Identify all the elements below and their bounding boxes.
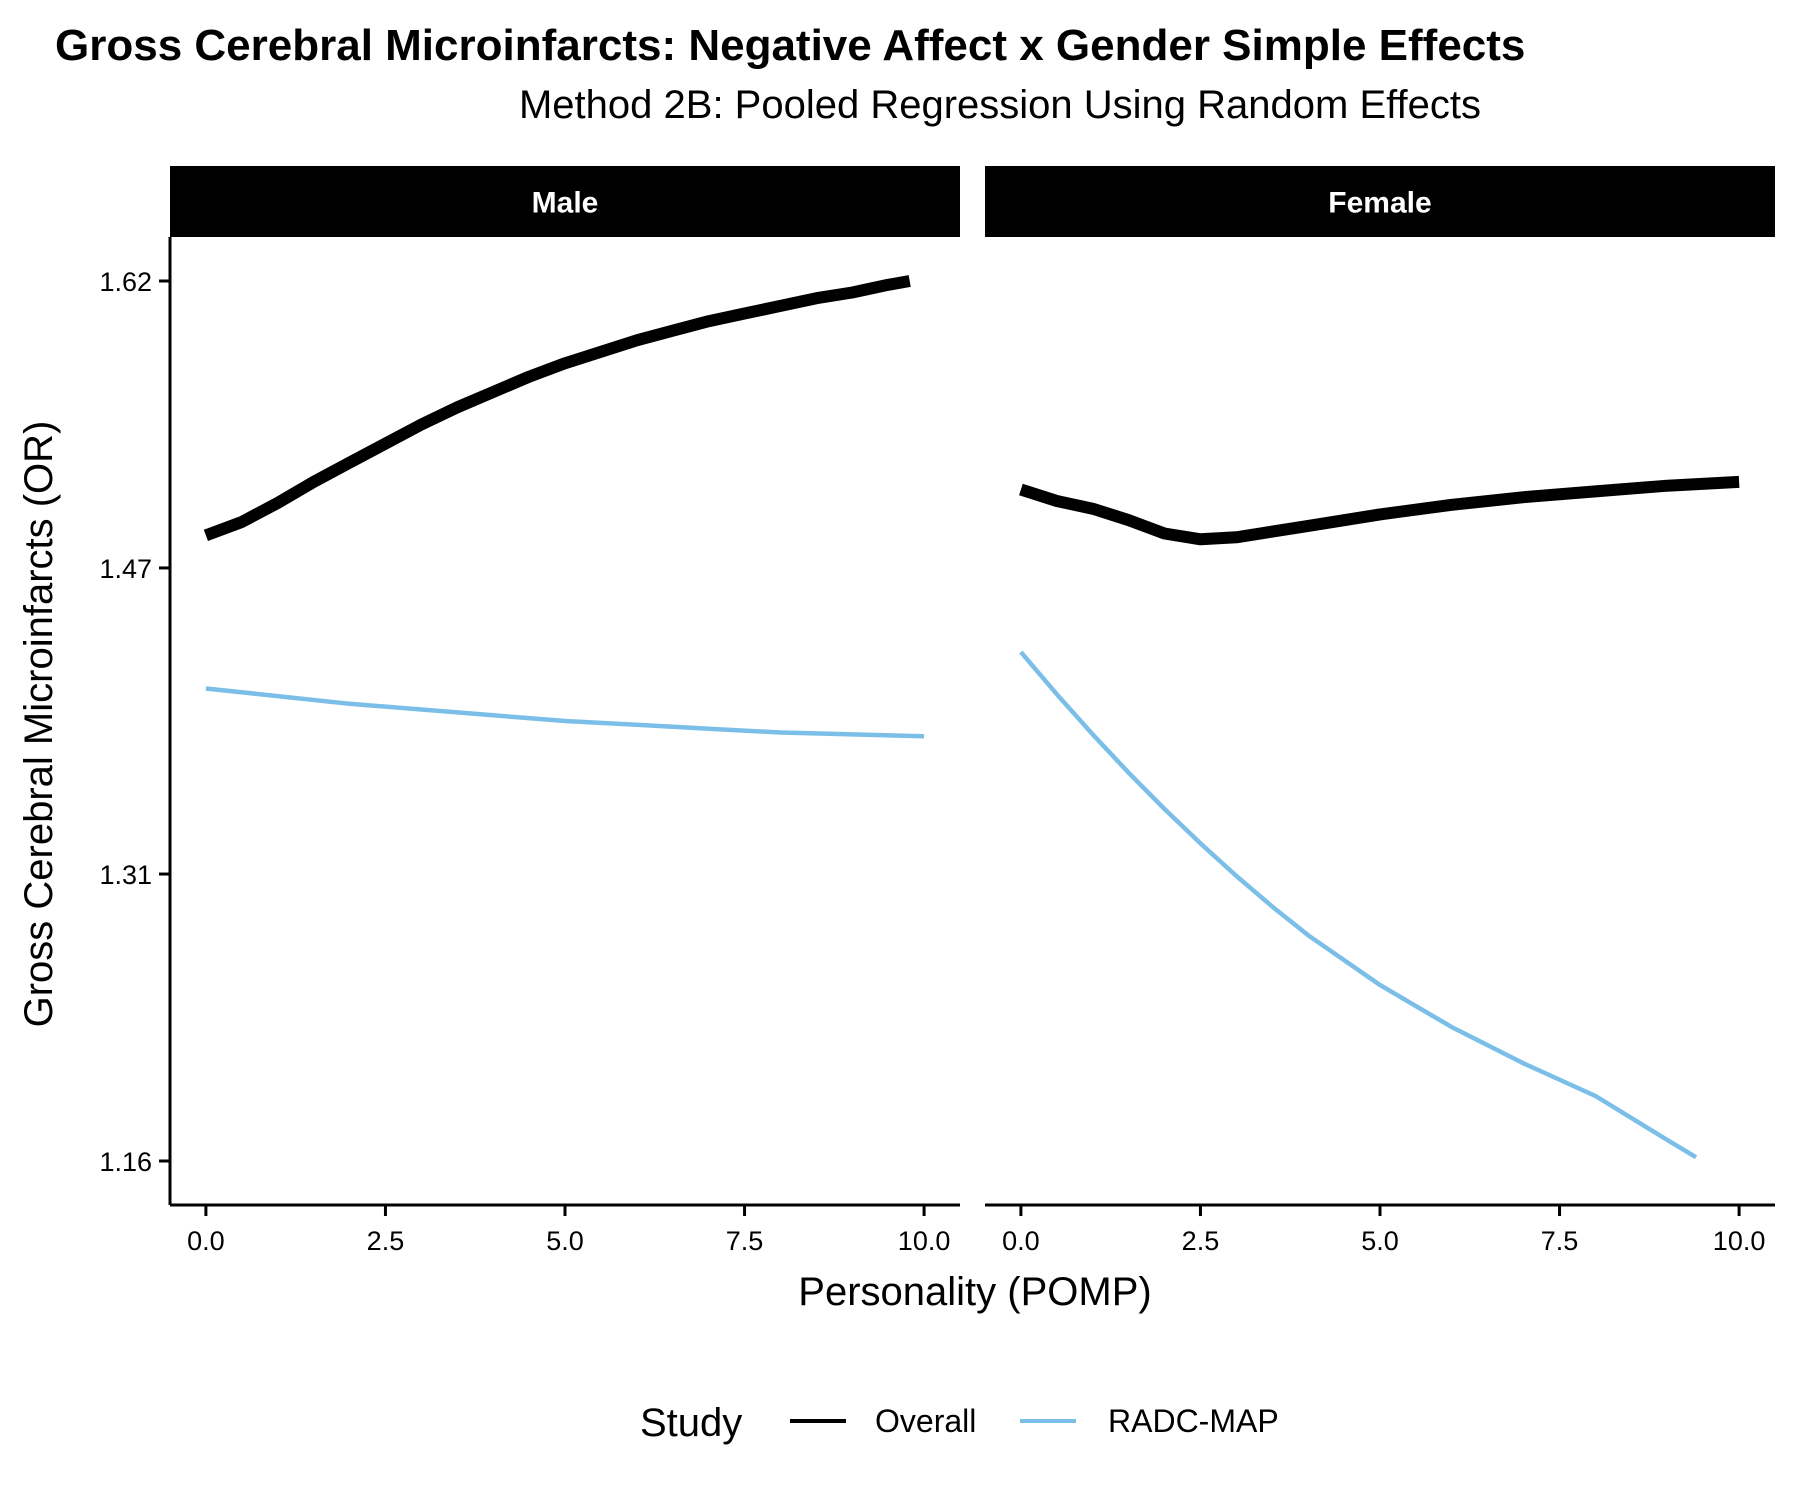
strip-label: Male (532, 187, 599, 220)
x-tick-label: 0.0 (187, 1226, 225, 1256)
series-line-radc-map (1019, 650, 1698, 1160)
series-line-radc-map (205, 686, 925, 739)
strip-background (985, 166, 1775, 237)
x-tick-label: 5.0 (546, 1226, 584, 1256)
chart-title: Gross Cerebral Microinfarcts: Negative A… (55, 21, 1525, 70)
legend: Study Overall RADC-MAP (640, 1401, 1279, 1445)
y-axis-title: Gross Cerebral Microinfarcts (OR) (17, 421, 61, 1028)
x-tick-label: 7.5 (1541, 1226, 1579, 1256)
chart-subtitle: Method 2B: Pooled Regression Using Rando… (519, 83, 1481, 127)
series-line-overall (203, 275, 911, 542)
y-tick-label: 1.62 (99, 267, 152, 297)
strip-label: Female (1328, 187, 1431, 220)
y-tick-label: 1.16 (99, 1147, 152, 1177)
legend-label-radc-map: RADC-MAP (1108, 1403, 1279, 1439)
y-tick-label: 1.47 (99, 554, 152, 584)
x-axis-title: Personality (POMP) (798, 1270, 1151, 1314)
x-tick-label: 10.0 (898, 1226, 951, 1256)
x-tick-label: 2.5 (367, 1226, 405, 1256)
strip-background (170, 166, 960, 237)
panel-male: Male 1.16 1.31 1.47 1.62 0.0 2.5 5.0 7.5 10.0 (99, 166, 960, 1256)
x-tick-label: 2.5 (1182, 1226, 1220, 1256)
x-tick-label: 5.0 (1361, 1226, 1399, 1256)
panel-female: Female 0.0 2.5 5.0 7.5 10.0 (985, 166, 1775, 1256)
legend-title: Study (640, 1401, 742, 1445)
y-tick-label: 1.31 (99, 860, 152, 890)
series-line-overall (1019, 475, 1740, 546)
x-tick-label: 10.0 (1713, 1226, 1766, 1256)
x-tick-label: 7.5 (726, 1226, 764, 1256)
legend-label-overall: Overall (875, 1403, 976, 1439)
x-tick-label: 0.0 (1002, 1226, 1040, 1256)
